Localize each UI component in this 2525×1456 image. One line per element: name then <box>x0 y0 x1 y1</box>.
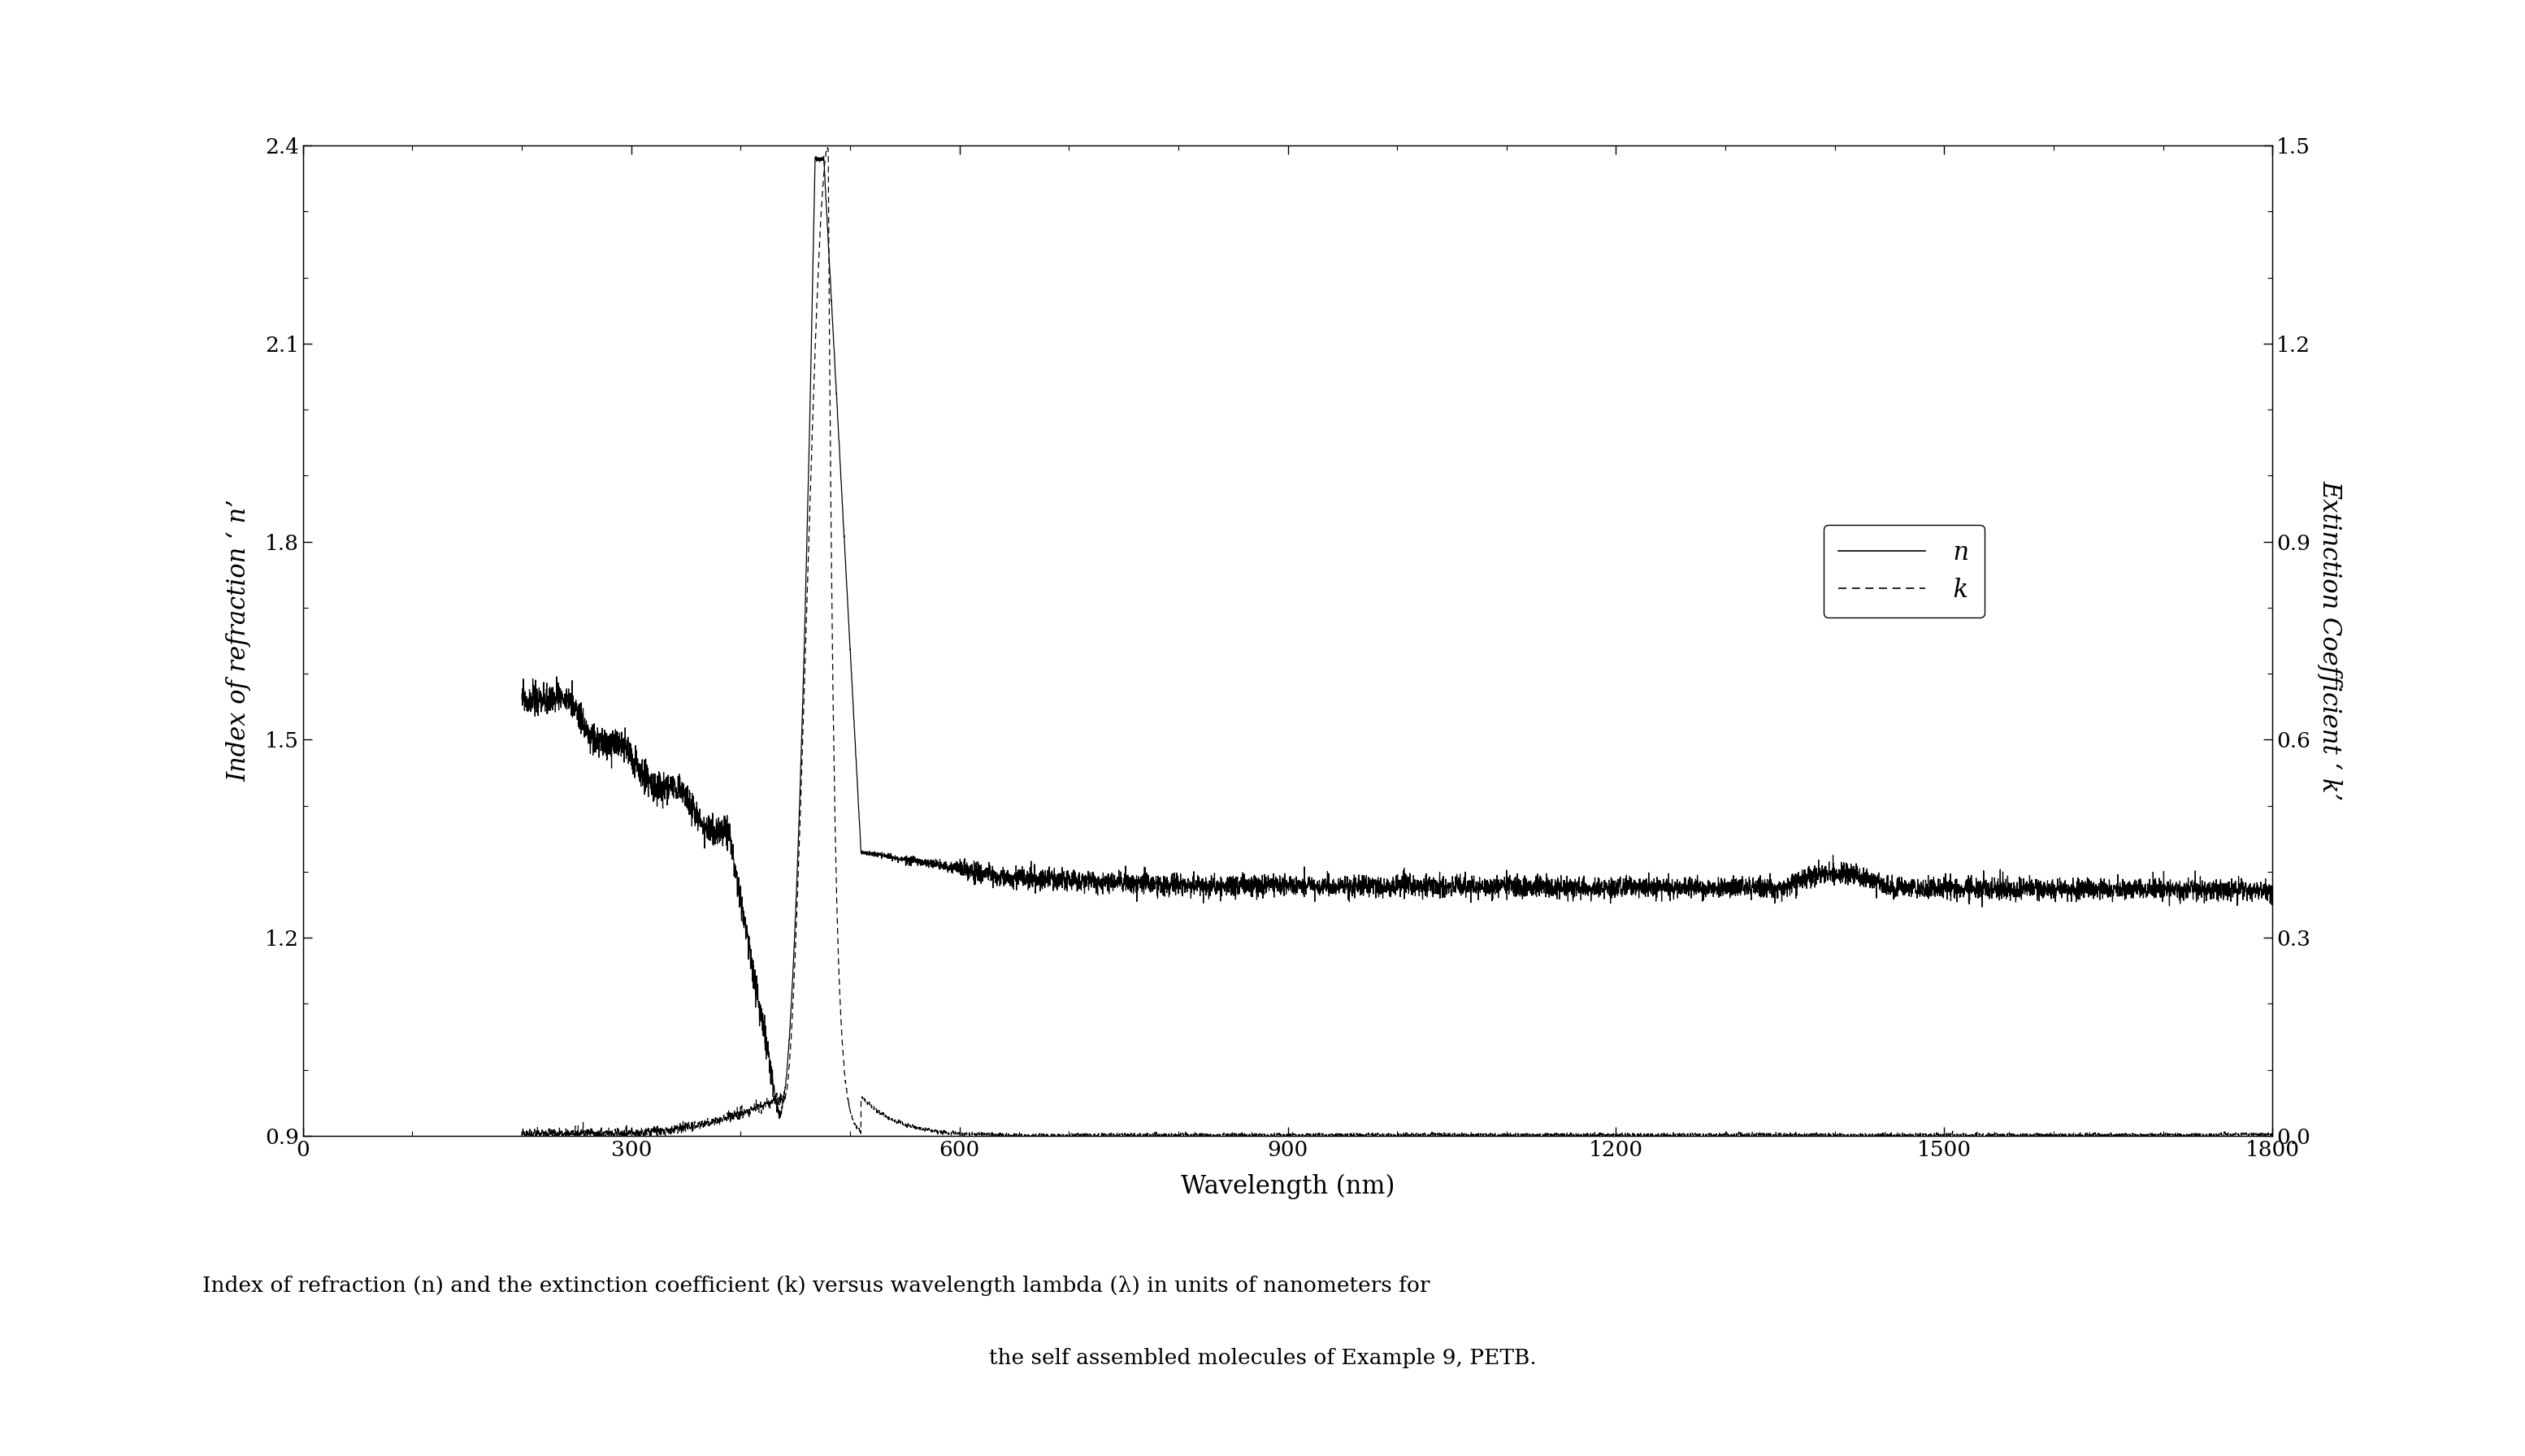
n <box>2257 878 2288 895</box>
n <box>508 690 538 708</box>
k <box>1619 1125 1649 1143</box>
Text: Index of refraction (n) and the extinction coefficient (k) versus wavelength lam: Index of refraction (n) and the extincti… <box>202 1275 1429 1296</box>
k <box>1543 1125 1573 1143</box>
k <box>813 138 843 156</box>
k <box>1805 1125 1836 1143</box>
n <box>596 745 626 763</box>
Line: n: n <box>523 156 2272 1118</box>
k <box>508 1127 538 1144</box>
k <box>1141 1127 1172 1144</box>
n <box>1619 881 1649 898</box>
X-axis label: Wavelength (nm): Wavelength (nm) <box>1182 1174 1394 1198</box>
n <box>765 1109 795 1127</box>
k <box>1899 1127 1929 1144</box>
n <box>1543 877 1573 894</box>
Legend:   n,   k: n, k <box>1823 526 1985 617</box>
k <box>2257 1124 2288 1142</box>
n <box>1805 872 1836 890</box>
Y-axis label: Index of refraction ‘ n’: Index of refraction ‘ n’ <box>227 499 253 782</box>
n <box>808 147 838 165</box>
Text: the self assembled molecules of Example 9, PETB.: the self assembled molecules of Example … <box>990 1348 1535 1369</box>
k <box>596 1123 626 1140</box>
n <box>1899 877 1929 894</box>
Line: k: k <box>523 147 2272 1136</box>
Y-axis label: Extinction Coefficient ‘ k’: Extinction Coefficient ‘ k’ <box>2318 480 2343 801</box>
n <box>1141 868 1172 885</box>
